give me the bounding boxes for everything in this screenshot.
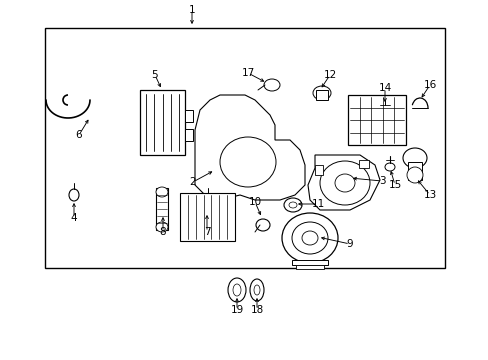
Bar (358, 160, 368, 168)
Ellipse shape (282, 213, 337, 263)
Text: 8: 8 (160, 227, 166, 237)
Text: 1: 1 (188, 5, 195, 15)
Ellipse shape (232, 284, 241, 296)
Bar (45, 28, 444, 268)
Text: 5: 5 (151, 70, 158, 80)
Bar (140, 90, 184, 155)
Ellipse shape (220, 137, 275, 187)
Ellipse shape (406, 167, 422, 183)
Text: 4: 4 (71, 213, 77, 223)
Text: 6: 6 (76, 130, 82, 140)
Text: 9: 9 (346, 239, 353, 249)
Text: 12: 12 (323, 70, 336, 80)
Ellipse shape (334, 174, 354, 192)
Text: 14: 14 (378, 83, 391, 93)
Ellipse shape (402, 148, 426, 168)
Bar (180, 193, 235, 241)
Ellipse shape (256, 219, 269, 231)
Bar (407, 162, 421, 180)
Ellipse shape (319, 161, 369, 205)
Text: 3: 3 (378, 176, 385, 186)
Ellipse shape (156, 222, 168, 232)
Text: 19: 19 (230, 305, 243, 315)
Bar (184, 129, 193, 141)
Ellipse shape (378, 105, 390, 115)
Text: 15: 15 (387, 180, 401, 190)
Ellipse shape (227, 278, 245, 302)
Ellipse shape (249, 279, 264, 301)
Bar (184, 109, 193, 122)
Text: 2: 2 (189, 177, 196, 187)
Text: 11: 11 (311, 199, 324, 209)
Ellipse shape (264, 79, 280, 91)
Text: 13: 13 (423, 190, 436, 200)
Ellipse shape (302, 231, 317, 245)
Text: 10: 10 (248, 197, 261, 207)
Bar (291, 260, 327, 265)
Text: 18: 18 (250, 305, 263, 315)
Ellipse shape (156, 187, 168, 197)
Ellipse shape (288, 202, 296, 208)
Text: 7: 7 (203, 227, 210, 237)
Bar (315, 90, 327, 100)
Bar (314, 165, 323, 175)
Ellipse shape (384, 163, 394, 171)
Text: 16: 16 (423, 80, 436, 90)
Ellipse shape (291, 222, 327, 254)
Bar (156, 188, 168, 230)
Ellipse shape (284, 198, 302, 212)
Polygon shape (307, 155, 379, 210)
Bar (295, 265, 324, 269)
Ellipse shape (312, 86, 330, 100)
Polygon shape (195, 95, 305, 200)
Text: 17: 17 (241, 68, 254, 78)
Ellipse shape (253, 285, 260, 295)
Ellipse shape (69, 189, 79, 201)
Bar (347, 95, 405, 145)
